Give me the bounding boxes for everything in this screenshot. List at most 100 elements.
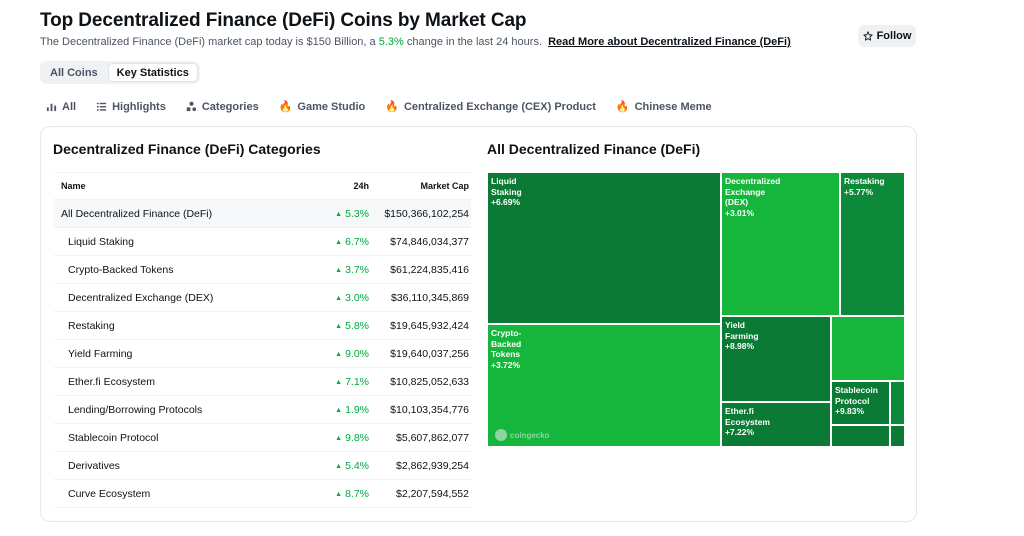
tile-change: +9.83% [835,406,865,416]
market-cap: $19,640,037,256 [390,347,469,360]
change-value: 8.7% [345,487,369,500]
fire-icon: 🔥 [385,101,399,113]
categories-panel-title: Decentralized Finance (DeFi) Categories [53,141,321,157]
table-row[interactable]: Restaking ▲ 5.8% $19,645,932,424 [54,312,471,340]
caret-up-icon: ▲ [335,406,343,414]
change-value: 3.0% [345,291,369,304]
column-name[interactable]: Name [61,181,86,191]
filter-label: Chinese Meme [634,100,712,113]
tile-change: +7.22% [725,427,755,437]
change-value: 5.4% [345,459,369,472]
change-value: 5.8% [345,319,369,332]
category-name[interactable]: Liquid Staking [68,235,134,248]
subtitle-prefix: The Decentralized Finance (DeFi) market … [40,36,376,48]
caret-up-icon: ▲ [335,266,343,274]
category-name[interactable]: Decentralized Exchange (DEX) [68,291,214,304]
table-row[interactable]: Stablecoin Protocol ▲ 9.8% $5,607,862,077 [54,424,471,452]
change-24h: ▲ 5.8% [319,320,369,332]
tile-change: +3.72% [491,359,521,370]
change-value: 5.3% [345,207,369,220]
treemap-tile[interactable]: Decentralized Exchange (DEX) +3.01% [721,172,840,316]
filter-chinese-meme[interactable]: 🔥 Chinese Meme [616,100,712,114]
caret-up-icon: ▲ [335,378,343,386]
fire-icon: 🔥 [278,101,293,113]
filter-cex-product[interactable]: 🔥 Centralized Exchange (CEX) Product [385,100,596,114]
tile-name: Ether.fi Ecosystem [725,406,770,427]
star-icon [862,31,873,41]
market-cap: $74,846,034,377 [390,235,469,248]
category-name[interactable]: Derivatives [68,459,120,472]
treemap-tile[interactable]: Restaking +5.77% [840,172,905,316]
filter-highlights[interactable]: Highlights [96,100,166,113]
table-row[interactable]: Crypto-Backed Tokens ▲ 3.7% $61,224,835,416 [54,256,471,284]
tile-change: +5.77% [844,186,874,197]
table-row[interactable]: Yield Farming ▲ 9.0% $19,640,037,256 [54,340,471,368]
table-row[interactable]: Decentralized Exchange (DEX) ▲ 3.0% $36,110… [54,284,471,312]
table-row[interactable]: Lending/Borrowing Protocols ▲ 1.9% $10,103,… [54,396,471,424]
subtitle-change: 5.3% [378,36,404,48]
filter-categories[interactable]: Categories [186,100,259,113]
change-24h: ▲ 5.4% [319,460,369,472]
market-cap: $5,607,862,077 [396,431,469,444]
table-row[interactable]: Ether.fi Ecosystem ▲ 7.1% $10,825,052,633 [54,368,471,396]
tile-name: Restaking [844,176,885,186]
market-cap: $150,366,102,254 [384,207,469,220]
follow-button[interactable]: Follow [858,25,916,47]
treemap-tile[interactable] [890,381,905,425]
toggle-all-coins[interactable]: All Coins [50,66,98,79]
toggle-key-statistics[interactable]: Key Statistics [107,63,198,82]
treemap-tile[interactable] [890,425,905,447]
treemap-panel-title: All Decentralized Finance (DeFi) [487,141,701,157]
read-more-link[interactable]: Read More about Decentralized Finance (D… [548,36,791,48]
subtitle-suffix: change in the last 24 hours. [406,36,543,48]
caret-up-icon: ▲ [335,490,343,498]
category-name[interactable]: Crypto-Backed Tokens [68,263,174,276]
view-toggle: All Coins Key Statistics [40,61,200,84]
category-name[interactable]: Yield Farming [68,347,133,360]
follow-label: Follow [876,30,912,42]
treemap-tile[interactable]: Crypto- Backed Tokens +3.72% [487,324,721,447]
category-name[interactable]: Curve Ecosystem [68,487,151,500]
market-cap: $10,825,052,633 [390,375,469,388]
treemap-tile[interactable]: Ether.fi Ecosystem +7.22% [721,402,831,447]
tile-name: Crypto- Backed Tokens [491,328,522,359]
column-market-cap[interactable]: Market Cap [420,181,469,191]
treemap-tile[interactable] [831,316,905,381]
treemap-tile[interactable] [831,425,890,447]
column-24h[interactable]: 24h [353,181,369,191]
category-name[interactable]: All Decentralized Finance (DeFi) [61,207,213,220]
change-24h: ▲ 1.9% [319,404,369,416]
filter-all[interactable]: All [46,100,76,113]
change-24h: ▲ 8.7% [319,488,369,500]
category-name[interactable]: Lending/Borrowing Protocols [68,403,203,416]
category-name[interactable]: Ether.fi Ecosystem [68,375,155,388]
caret-up-icon: ▲ [335,294,343,302]
filter-game-studio[interactable]: 🔥 Game Studio [278,100,366,114]
filter-label: Categories [201,100,259,113]
filter-label: Highlights [112,100,166,113]
caret-up-icon: ▲ [335,322,343,330]
table-row[interactable]: Liquid Staking ▲ 6.7% $74,846,034,377 [54,228,471,256]
change-24h: ▲ 5.3% [319,208,369,220]
treemap-tile[interactable]: Stablecoin Protocol +9.83% [831,381,890,425]
caret-up-icon: ▲ [335,238,343,246]
table-header: Name 24h Market Cap [54,172,471,200]
market-cap: $36,110,345,869 [390,291,469,304]
change-value: 3.7% [345,263,369,276]
market-cap: $61,224,835,416 [390,263,469,276]
category-name[interactable]: Stablecoin Protocol [68,431,159,444]
change-value: 1.9% [345,403,369,416]
filter-label: Game Studio [297,100,366,113]
category-filter-tabs: All Highlights Categories 🔥 Game Studio … [46,100,712,113]
caret-up-icon: ▲ [335,462,343,470]
change-24h: ▲ 9.0% [319,348,369,360]
treemap-tile[interactable]: Yield Farming +8.98% [721,316,831,402]
tile-change: +3.01% [725,207,755,218]
market-cap: $2,207,594,552 [396,487,469,500]
table-row[interactable]: Curve Ecosystem ▲ 8.7% $2,207,594,552 [54,480,471,508]
table-row[interactable]: Derivatives ▲ 5.4% $2,862,939,254 [54,452,471,480]
category-name[interactable]: Restaking [68,319,115,332]
treemap-tile[interactable]: Liquid Staking +6.69% [487,172,721,324]
table-row[interactable]: All Decentralized Finance (DeFi) ▲ 5.3% $15… [54,200,471,228]
key-statistics-card: Decentralized Finance (DeFi) Categories … [40,126,917,522]
